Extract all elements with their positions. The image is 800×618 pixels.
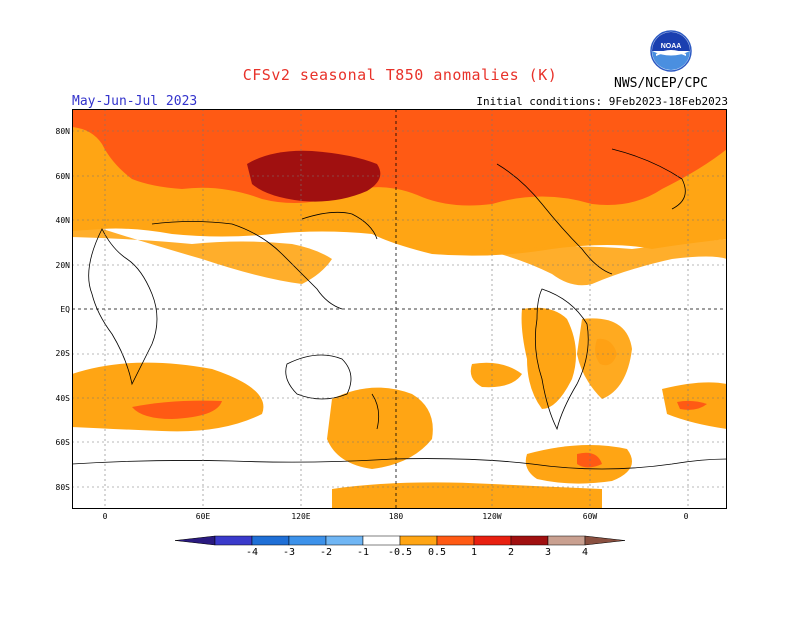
logo: NOAA	[650, 30, 692, 72]
colorbar-tick-label: 3	[544, 547, 552, 558]
colorbar-swatch	[214, 535, 253, 546]
map-title: CFSv2 seasonal T850 anomalies (K)	[242, 66, 558, 84]
anomaly-region-pacific	[470, 362, 522, 388]
lon-label-120w: 120W	[482, 512, 502, 521]
colorbar-tick-label: 1	[470, 547, 478, 558]
anomaly-region-south-pacific-red	[677, 400, 707, 410]
colorbar-tick-label: -0.5	[387, 547, 413, 558]
colorbar-tick-label: -3	[282, 547, 296, 558]
colorbar-swatch	[510, 535, 549, 546]
anomaly-region-antarctic-coast	[332, 482, 602, 509]
lat-label-40n: 40N	[55, 216, 70, 225]
lat-label-eq: EQ	[60, 305, 70, 314]
lat-label-60n: 60N	[55, 172, 70, 181]
anomaly-region-south-atlantic	[577, 318, 632, 399]
forecast-period: May-Jun-Jul 2023	[72, 94, 198, 109]
colorbar-high-end	[584, 535, 626, 546]
colorbar-tick-label: 2	[507, 547, 515, 558]
anomaly-region-antarctic-red	[577, 452, 602, 468]
lon-label-60e: 60E	[195, 512, 211, 521]
lon-label-0-west: 0	[102, 512, 108, 521]
colorbar-tick-label: -4	[245, 547, 259, 558]
initial-conditions: Initial conditions: 9Feb2023-18Feb2023	[476, 95, 728, 108]
lat-label-20s: 20S	[55, 349, 70, 358]
colorbar-swatch	[473, 535, 512, 546]
colorbar-tick-label: 0.5	[427, 547, 447, 558]
anomaly-region-east-pacific	[482, 239, 727, 286]
lat-label-60s: 60S	[55, 438, 70, 447]
lon-label-180: 180	[388, 512, 404, 521]
colorbar-swatch	[288, 535, 327, 546]
anomaly-region-red-north	[72, 109, 727, 206]
colorbar-swatch	[251, 535, 290, 546]
anomaly-region-indian-ocean-red	[132, 400, 222, 419]
lat-label-80n: 80N	[55, 127, 70, 136]
colorbar-tick-label: -2	[319, 547, 333, 558]
anomaly-region-tropical-band	[72, 219, 332, 284]
colorbar-tick-label: -1	[356, 547, 370, 558]
anomaly-region-new-zealand	[327, 387, 433, 469]
colorbar-tick-label: 4	[581, 547, 589, 558]
lat-label-80s: 80S	[55, 483, 70, 492]
colorbar-swatch	[436, 535, 475, 546]
anomaly-region-indian-ocean	[72, 362, 264, 432]
lon-label-0-east: 0	[683, 512, 689, 521]
colorbar-swatch	[362, 535, 401, 546]
lon-label-120e: 120E	[291, 512, 311, 521]
organization-label: NWS/NCEP/CPC	[614, 76, 708, 91]
lat-label-20n: 20N	[55, 261, 70, 270]
colorbar-swatch	[547, 535, 586, 546]
lat-label-40s: 40S	[55, 394, 70, 403]
lon-label-60w: 60W	[582, 512, 598, 521]
logo-text: NOAA	[661, 43, 682, 50]
anomaly-map	[72, 109, 727, 509]
colorbar-swatch	[399, 535, 438, 546]
colorbar-low-end	[174, 535, 216, 546]
colorbar-swatch	[325, 535, 364, 546]
